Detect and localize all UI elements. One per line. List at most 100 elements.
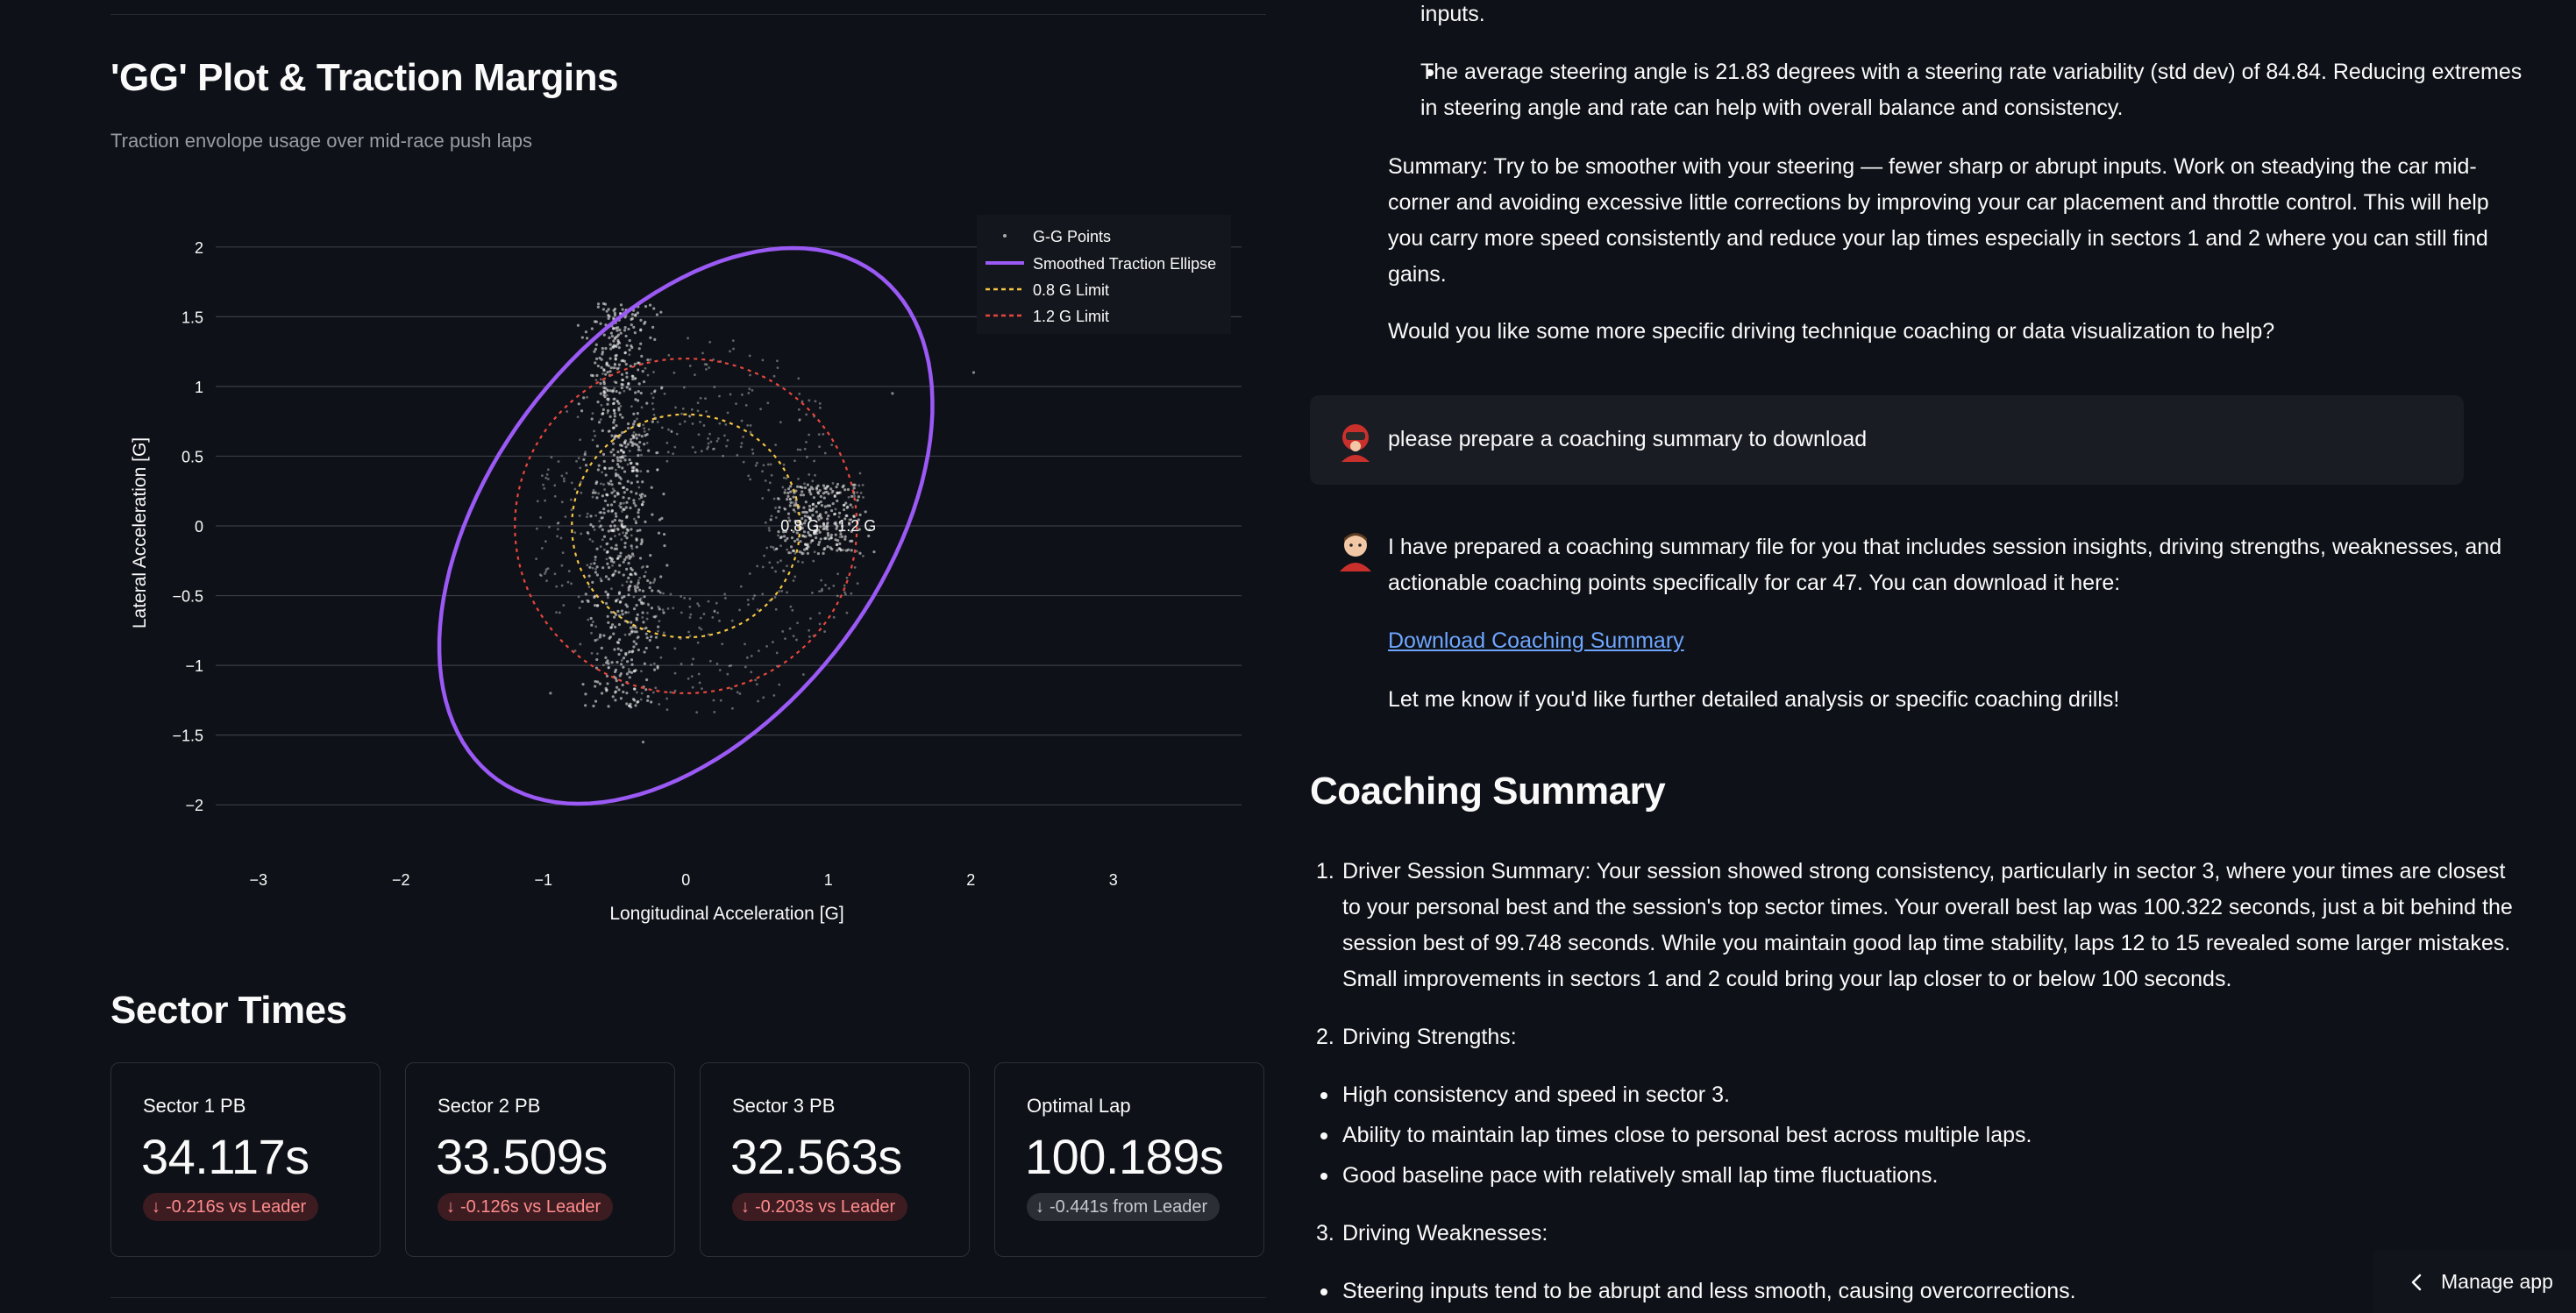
gg-point — [846, 487, 850, 492]
gg-point — [636, 636, 639, 640]
gg-point — [751, 597, 755, 600]
gg-point — [618, 391, 622, 394]
gg-point — [607, 565, 611, 570]
gg-point — [585, 337, 589, 340]
gg-point — [607, 481, 609, 485]
gg-point — [836, 482, 840, 486]
sector-3-card: Sector 3 PB 32.563s ↓ -0.203s vs Leader — [700, 1062, 970, 1257]
gg-point — [539, 574, 543, 578]
gg-point — [651, 402, 654, 405]
gg-point — [606, 593, 610, 596]
gg-point — [643, 650, 646, 654]
gg-point — [631, 443, 635, 446]
arrow-down-icon: ↓ — [1035, 1197, 1044, 1217]
gg-point — [621, 584, 624, 587]
gg-point — [841, 485, 844, 489]
gg-point — [836, 594, 839, 598]
gg-point — [738, 608, 741, 612]
gg-point — [616, 528, 620, 531]
gg-point — [619, 649, 623, 652]
gg-point — [587, 586, 591, 588]
gg-point — [628, 670, 631, 674]
gg-point — [809, 493, 813, 496]
gg-point — [756, 608, 759, 611]
gg-point — [619, 501, 623, 505]
gg-point — [635, 691, 638, 694]
gg-point — [836, 572, 840, 576]
gg-point — [635, 492, 638, 495]
gg-point — [656, 645, 659, 649]
gg-point — [630, 465, 635, 470]
gg-point — [777, 509, 780, 514]
gg-point — [697, 604, 701, 607]
gg-point — [708, 432, 711, 436]
gg-point — [644, 626, 648, 630]
assistant-text: I have prepared a coaching summary file … — [1388, 535, 2502, 559]
gg-point — [619, 404, 623, 408]
gg-point — [812, 496, 816, 500]
gg-point — [747, 603, 750, 607]
gg-point — [766, 463, 770, 466]
gg-point — [632, 430, 636, 434]
gg-point — [705, 363, 708, 366]
gg-point — [596, 302, 601, 306]
gg-point — [630, 313, 635, 316]
gg-point — [620, 522, 623, 526]
gg-point — [594, 699, 598, 703]
gg-point — [748, 354, 751, 358]
gg-point — [768, 561, 772, 564]
gg-point — [801, 400, 804, 403]
gg-point — [726, 411, 729, 415]
gg-point — [613, 615, 616, 619]
gg-point — [649, 581, 652, 585]
gg-point — [621, 430, 624, 435]
gg-point — [557, 522, 560, 524]
gg-point — [609, 331, 613, 335]
gg-point — [630, 345, 634, 350]
gg-point — [594, 357, 599, 360]
gg-plot-svg[interactable]: 0.8 G 1.2 G 2 1.5 1 0.5 0 −0.5 −1 −1.5 −2 −3 −2 −1 0 1… — [110, 202, 1266, 938]
gg-point — [789, 605, 793, 608]
gg-point — [858, 513, 862, 516]
manage-app-button[interactable]: Manage app — [2373, 1250, 2576, 1313]
gg-point — [596, 305, 600, 309]
gg-point — [616, 647, 620, 650]
gg-point — [635, 436, 638, 440]
gg-point — [583, 452, 587, 456]
gg-point — [606, 550, 609, 554]
gg-point — [755, 461, 758, 465]
gg-point — [811, 514, 815, 517]
download-coaching-summary-link[interactable]: Download Coaching Summary — [1388, 628, 1684, 653]
gg-point — [833, 512, 837, 515]
gg-point — [640, 406, 644, 409]
gg-point — [797, 478, 800, 480]
gg-point — [635, 474, 638, 478]
gg-point — [699, 396, 702, 400]
gg-point — [650, 607, 654, 610]
gg-point — [622, 560, 625, 564]
gg-point — [632, 499, 636, 502]
gg-point — [762, 696, 765, 699]
gg-point — [651, 691, 655, 694]
gg-point — [626, 443, 630, 446]
gg-point — [843, 517, 847, 521]
gg-point — [801, 493, 806, 497]
gg-point — [845, 611, 849, 614]
gg-point — [645, 678, 649, 682]
assistant-text: Let me know if you'd like further detail… — [1388, 687, 2120, 712]
gg-point — [707, 445, 710, 449]
gg-chart[interactable]: 0.8 G 1.2 G 2 1.5 1 0.5 0 −0.5 −1 −1.5 −2 −3 −2 −1 0 1… — [110, 202, 1266, 938]
coaching-summary-title: Coaching Summary — [1310, 770, 1666, 813]
gg-point — [608, 636, 611, 640]
gg-point — [833, 522, 836, 525]
gg-point — [653, 615, 657, 619]
gg-point — [838, 522, 842, 525]
gg-point — [776, 366, 779, 370]
gg-point — [626, 529, 630, 532]
gg-point — [625, 672, 629, 676]
gg-point — [763, 554, 765, 557]
gg-point — [598, 635, 601, 639]
gg-point — [813, 550, 816, 554]
y-tick-label: 0 — [195, 518, 203, 536]
gg-point — [580, 600, 584, 603]
